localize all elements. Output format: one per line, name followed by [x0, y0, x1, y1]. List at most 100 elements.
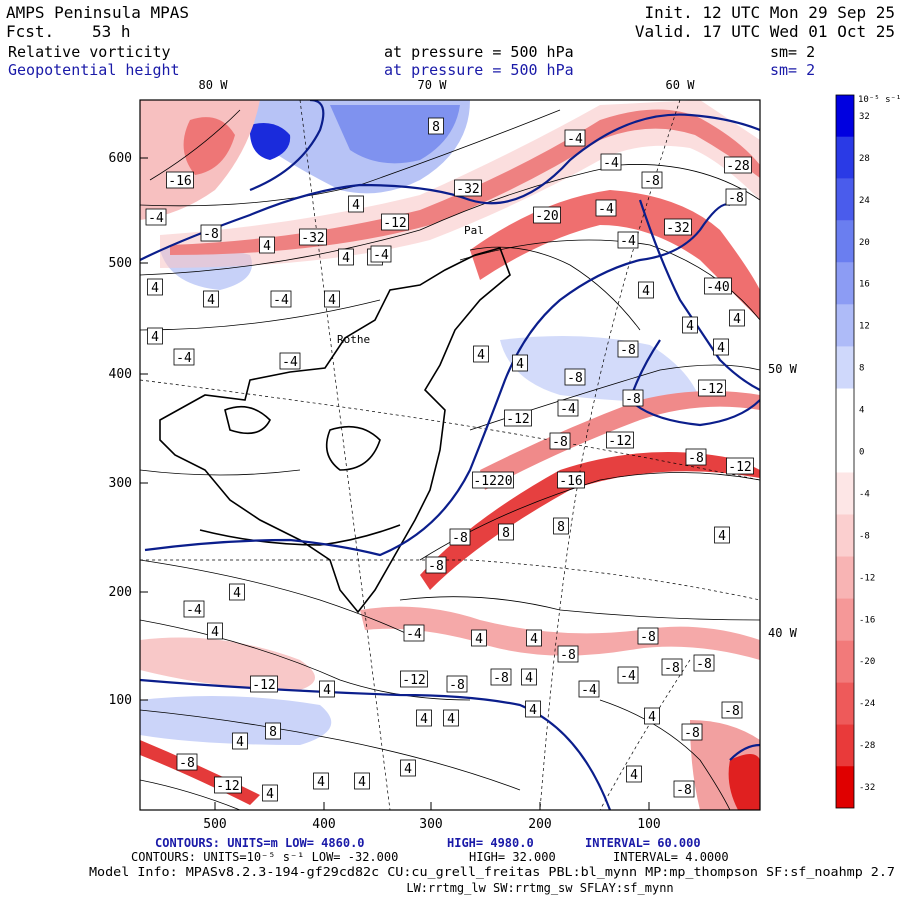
contour-label-text: -8 — [428, 559, 444, 574]
contour-label-text: -20 — [535, 209, 558, 224]
contour-label: 4 — [207, 622, 223, 640]
header: AMPS Peninsula MPAS Fcst. 53 h Init. 12 … — [6, 3, 895, 79]
colorbar-swatch — [836, 514, 854, 557]
y-tick-label: 100 — [109, 693, 132, 708]
contour-label: -4 — [279, 352, 301, 370]
contour-label-text: -4 — [282, 355, 298, 370]
contour-label: -4 — [617, 231, 639, 249]
contour-label: -4 — [270, 290, 292, 308]
colorbar-swatch — [836, 556, 854, 599]
x-tick-label: 100 — [637, 817, 660, 832]
contour-label-text: 4 — [207, 293, 215, 308]
contour-label: -4 — [617, 666, 639, 684]
contour-label: 4 — [147, 278, 163, 296]
contour-label-text: -4 — [567, 132, 583, 147]
contour-label: -12 — [214, 776, 242, 794]
contour-label-text: 4 — [516, 357, 524, 372]
contour-label-text: -32 — [456, 182, 479, 197]
colorbar-swatch — [836, 724, 854, 767]
colorbar-swatch — [836, 682, 854, 725]
colorbar-tick-label: -32 — [859, 783, 875, 793]
contour-label-text: 4 — [404, 762, 412, 777]
x-tick-label: 400 — [312, 817, 335, 832]
contour-label: 4 — [729, 309, 745, 327]
contour-label-text: -12 — [252, 678, 275, 693]
field2-level: at pressure = 500 hPa — [384, 61, 574, 79]
contour-label-text: 4 — [266, 787, 274, 802]
colorbar-swatch — [836, 178, 854, 221]
colorbar-swatch — [836, 472, 854, 515]
lon-label: 50 W — [768, 362, 798, 376]
contour-label-text: -40 — [706, 280, 729, 295]
contour-label: -8 — [685, 448, 707, 466]
contour-label: -20 — [533, 206, 561, 224]
contour-label: -4 — [595, 199, 617, 217]
contour-label-text: 4 — [477, 348, 485, 363]
lon-label: 70 W — [418, 78, 448, 92]
contour-label: 4 — [638, 281, 654, 299]
fcst-value: 53 h — [92, 22, 131, 41]
contour-label: -12 — [400, 670, 428, 688]
contour-label-text: 4 — [648, 710, 656, 725]
contour-label-text: -8 — [728, 191, 744, 206]
contour-label-text: -8 — [567, 371, 583, 386]
contour-label-text: -4 — [273, 293, 289, 308]
contour-label: 8 — [428, 117, 444, 135]
contour-label-text: -8 — [620, 343, 636, 358]
height-contour-north — [140, 113, 760, 261]
contour-label-text: -8 — [640, 630, 656, 645]
x-axis: 500 400 300 200 100 — [203, 802, 661, 832]
contour-label: 8 — [498, 523, 514, 541]
height-contour-info: CONTOURS: UNITS=m LOW= 4860.0 — [155, 836, 365, 850]
vorticity-contour-high: HIGH= 32.000 — [469, 850, 556, 864]
colorbar-swatch — [836, 136, 854, 179]
contour-label-text: -32 — [666, 221, 689, 236]
contour-label-text: -32 — [301, 231, 324, 246]
contour-label-text: -12 — [700, 382, 723, 397]
contour-label: 4 — [348, 195, 364, 213]
contour-label: 4 — [147, 327, 163, 345]
colorbar-tick-label: -16 — [859, 615, 875, 625]
contour-label: -4 — [600, 153, 622, 171]
contour-label: 4 — [443, 709, 459, 727]
colorbar-swatch — [836, 346, 854, 389]
y-tick-label: 600 — [109, 151, 132, 166]
contour-label: -32 — [299, 228, 327, 246]
contour-label-text: 4 — [475, 632, 483, 647]
peninsula-coast — [159, 247, 511, 614]
height-contour-southeast — [729, 743, 760, 761]
contour-label: -32 — [664, 218, 692, 236]
blue-region-south — [140, 696, 332, 745]
contour-label: -32 — [454, 179, 482, 197]
contour-label: -8 — [490, 668, 512, 686]
colorbar-swatch — [836, 766, 854, 808]
contour-label-text: -8 — [179, 756, 195, 771]
contour-label-text: 8 — [502, 526, 510, 541]
colorbar-swatch — [836, 640, 854, 683]
colorbar-unit: 10⁻⁵ s⁻¹ — [858, 95, 900, 105]
height-contour-interval: INTERVAL= 60.000 — [585, 836, 701, 850]
red-region-nw-core — [183, 117, 235, 175]
contour-label: 4 — [319, 680, 335, 698]
contour-label: 8 — [553, 517, 569, 535]
contour-label-text: -8 — [552, 435, 568, 450]
contour-label: 4 — [324, 290, 340, 308]
vorticity-contours — [140, 109, 760, 810]
contour-label: 4 — [471, 629, 487, 647]
height-contour-middle — [144, 203, 731, 557]
contour-label: -8 — [557, 645, 579, 663]
contour-label-text: 4 — [447, 712, 455, 727]
place-label-rothera: Rothe — [337, 333, 370, 346]
contour-label: 4 — [259, 236, 275, 254]
colorbar-tick-label: -28 — [859, 741, 875, 751]
contour-label-text: 4 — [686, 319, 694, 334]
contour-label: -4 — [173, 348, 195, 366]
colorbar-tick-label: 28 — [859, 154, 870, 164]
contour-label-text: -12 — [506, 412, 529, 427]
contour-label-text: 4 — [342, 251, 350, 266]
field2-smooth: sm= 2 — [770, 61, 815, 79]
contour-label: 4 — [229, 583, 245, 601]
colorbar-tick-label: 0 — [859, 448, 864, 458]
contour-label: -12 — [381, 213, 409, 231]
model-title: AMPS Peninsula MPAS — [6, 3, 189, 22]
